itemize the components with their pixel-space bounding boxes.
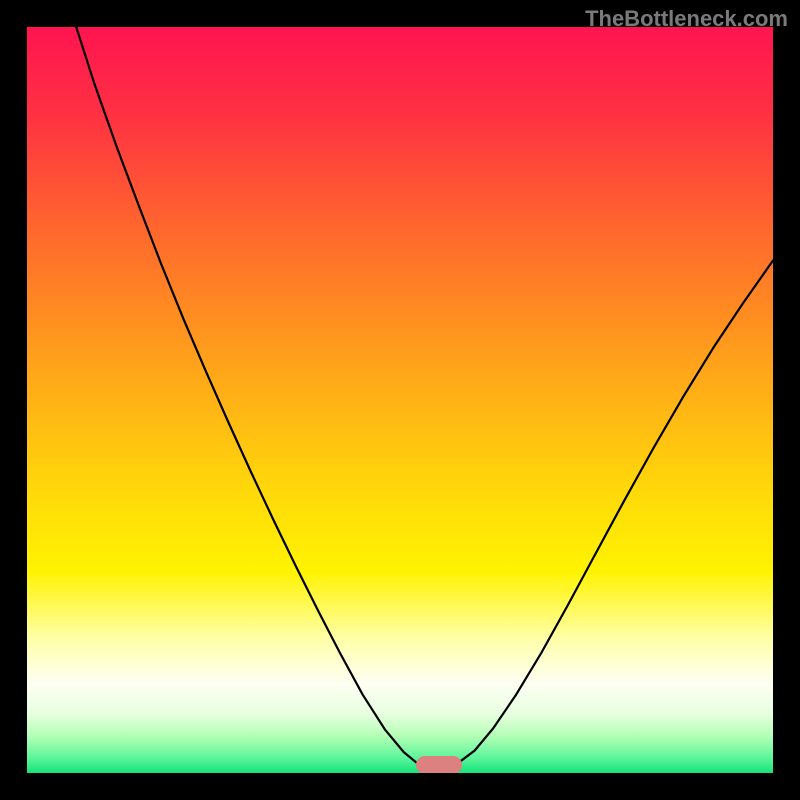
plot-svg bbox=[27, 27, 773, 773]
watermark-text: TheBottleneck.com bbox=[585, 6, 788, 32]
plot-area bbox=[27, 27, 773, 773]
chart-container: TheBottleneck.com bbox=[0, 0, 800, 800]
bottleneck-marker bbox=[416, 756, 462, 773]
